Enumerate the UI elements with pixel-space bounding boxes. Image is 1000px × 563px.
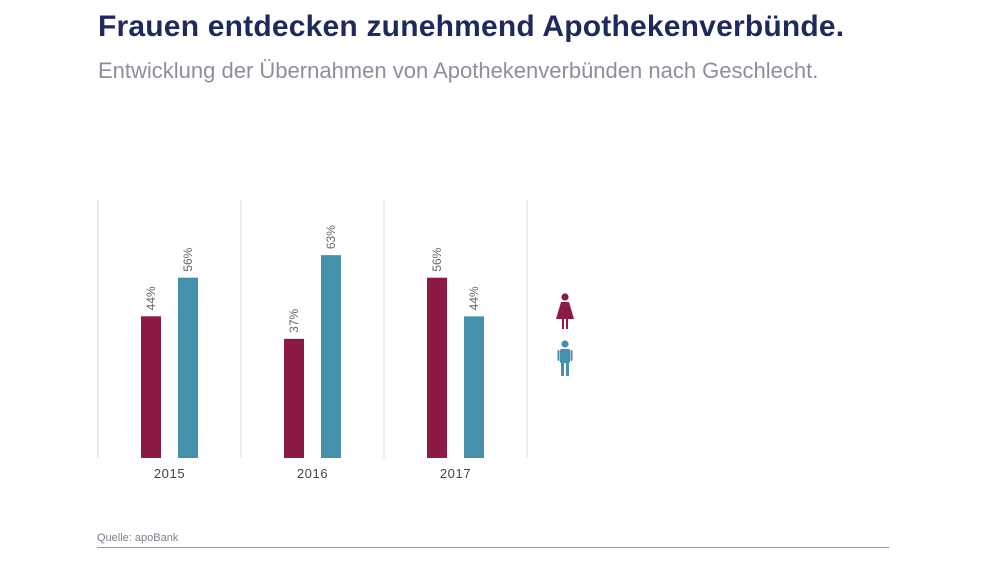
data-label: 63% [324, 225, 338, 249]
chart-title: Frauen entdecken zunehmend Apothekenverb… [98, 10, 845, 43]
woman-icon [556, 293, 574, 329]
bar [464, 316, 484, 458]
x-tick-label: 2017 [440, 466, 471, 481]
x-tick-label: 2015 [154, 466, 185, 481]
bar [141, 316, 161, 458]
data-label: 44% [144, 286, 158, 310]
chart-subtitle: Entwicklung der Übernahmen von Apotheken… [98, 58, 819, 83]
data-label: 56% [181, 247, 195, 271]
bar [284, 338, 304, 458]
source-note: Quelle: apoBank [97, 532, 179, 544]
man-icon [557, 340, 573, 376]
source-divider [97, 547, 889, 548]
bar [427, 277, 447, 458]
bar [178, 277, 198, 458]
x-tick-label: 2016 [297, 466, 328, 481]
bar [321, 255, 341, 458]
data-label: 37% [287, 309, 301, 333]
data-label: 56% [430, 247, 444, 271]
data-label: 44% [467, 286, 481, 310]
